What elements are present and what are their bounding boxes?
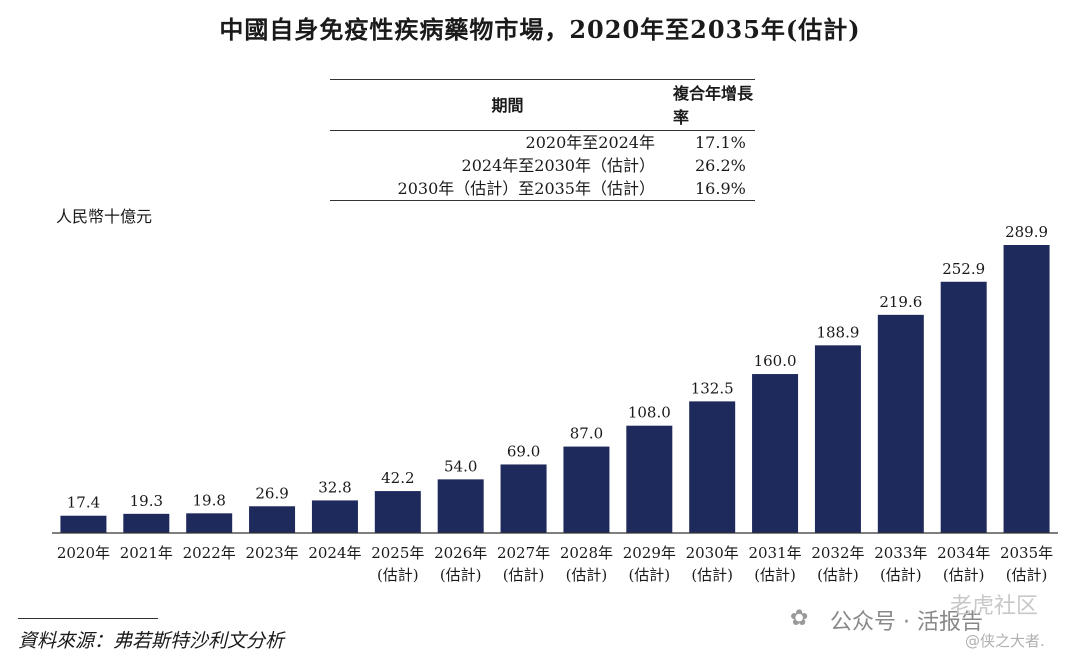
x-tick-label: 2030年	[686, 544, 739, 562]
x-tick-label: 2032年	[811, 544, 864, 562]
data-label: 42.2	[381, 469, 414, 487]
bar	[374, 491, 421, 533]
watermark-text: 公众号 · 活报告	[830, 610, 983, 635]
x-tick-label: 2021年	[120, 544, 173, 562]
x-tick-note: (估計)	[754, 566, 796, 584]
bar	[311, 500, 358, 533]
data-label: 26.9	[255, 484, 288, 502]
chart-title: 中國自身免疫性疾病藥物市場，2020年至2035年(估計)	[219, 15, 861, 44]
data-label: 19.3	[130, 492, 163, 510]
bar	[752, 374, 799, 533]
x-tick-label: 2022年	[183, 544, 236, 562]
wechat-logo-icon: ✿	[790, 606, 809, 631]
bar	[563, 446, 610, 533]
bar	[437, 479, 484, 533]
bar	[626, 425, 673, 533]
bar	[249, 506, 296, 533]
x-tick-note: (估計)	[1006, 566, 1048, 584]
unit-label: 人民幣十億元	[56, 207, 153, 226]
x-tick-note: (估計)	[440, 566, 482, 584]
cagr-period: 2024年至2030年（估計）	[461, 156, 655, 175]
cagr-header-rate: 複合年增長率	[673, 84, 754, 127]
x-tick-note: (估計)	[943, 566, 985, 584]
x-tick-label: 2028年	[560, 544, 613, 562]
watermark-handle: @侠之大者.	[965, 632, 1045, 650]
cagr-header-row: 期間 複合年增長率	[330, 79, 755, 131]
data-label: 188.9	[816, 323, 859, 341]
x-tick-note: (估計)	[566, 566, 608, 584]
x-tick-label: 2035年	[1000, 544, 1053, 562]
data-label: 54.0	[444, 457, 477, 475]
cagr-table: 期間 複合年增長率 2020年至2024年 17.1% 2024年至2030年（…	[330, 79, 755, 201]
bar	[877, 314, 924, 533]
data-label: 289.9	[1005, 223, 1048, 241]
bar	[1003, 245, 1050, 533]
data-label: 160.0	[754, 352, 797, 370]
x-tick-note: (估計)	[880, 566, 922, 584]
cagr-row: 2020年至2024年 17.1%	[330, 131, 755, 155]
x-tick-label: 2031年	[748, 544, 801, 562]
cagr-rate: 26.2%	[695, 156, 746, 175]
watermark-ghost-text: 老虎社区	[950, 594, 1039, 619]
bar	[940, 281, 987, 533]
x-tick-label: 2033年	[874, 544, 927, 562]
x-tick-note: (估計)	[503, 566, 545, 584]
x-tick-label: 2024年	[308, 544, 361, 562]
bar	[123, 513, 170, 533]
x-tick-label: 2023年	[245, 544, 298, 562]
data-label: 69.0	[507, 442, 540, 460]
x-tick-label: 2034年	[937, 544, 990, 562]
x-tick-label: 2020年	[57, 544, 110, 562]
cagr-rate: 16.9%	[695, 179, 746, 198]
cagr-period: 2020年至2024年	[525, 133, 655, 152]
x-tick-note: (估計)	[817, 566, 859, 584]
x-tick-label: 2029年	[623, 544, 676, 562]
bar	[500, 464, 547, 533]
data-label: 87.0	[570, 425, 603, 443]
x-tick-note: (估計)	[691, 566, 733, 584]
data-label: 108.0	[628, 404, 671, 422]
data-label: 17.4	[67, 494, 100, 512]
source-divider	[18, 618, 158, 619]
cagr-row: 2030年（估計）至2035年（估計） 16.9%	[330, 177, 755, 201]
cagr-row: 2024年至2030年（估計） 26.2%	[330, 154, 755, 177]
data-label: 219.6	[879, 293, 922, 311]
x-tick-label: 2026年	[434, 544, 487, 562]
bar	[60, 515, 107, 533]
source-note: 資料來源：弗若斯特沙利文分析	[18, 630, 285, 652]
data-label: 32.8	[318, 478, 351, 496]
data-label: 252.9	[942, 260, 985, 278]
x-tick-label: 2025年	[371, 544, 424, 562]
bar	[186, 513, 233, 533]
cagr-period: 2030年（估計）至2035年（估計）	[397, 179, 655, 198]
bar	[814, 345, 861, 533]
x-tick-note: (估計)	[377, 566, 419, 584]
x-tick-note: (估計)	[628, 566, 670, 584]
x-tick-label: 2027年	[497, 544, 550, 562]
cagr-header-period: 期間	[491, 96, 524, 115]
data-label: 132.5	[691, 379, 734, 397]
cagr-rate: 17.1%	[695, 133, 746, 152]
data-label: 19.8	[192, 491, 225, 509]
bar	[689, 401, 736, 533]
